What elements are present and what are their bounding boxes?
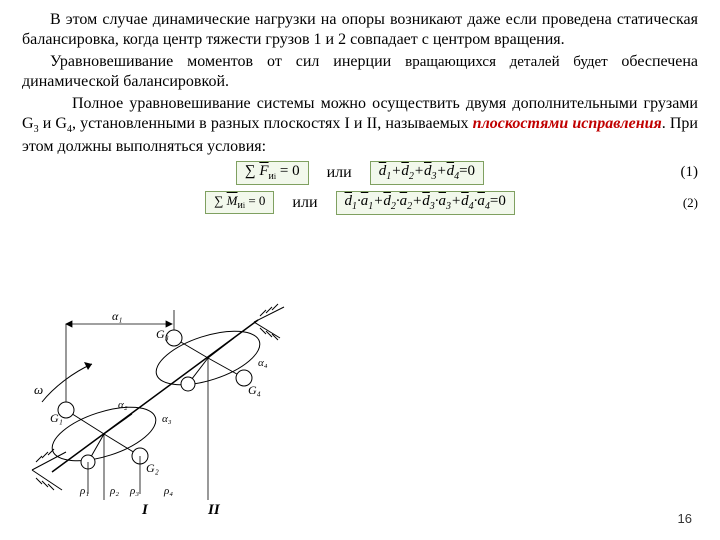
- a3-label: α₃: [162, 413, 172, 425]
- equation-number-1: (1): [681, 164, 699, 181]
- g2-label: G₂: [146, 461, 159, 475]
- a4-label: α₄: [258, 357, 268, 369]
- a2-label: α₂: [118, 399, 128, 411]
- equation-2-left: ∑ Mиi = 0: [205, 191, 274, 215]
- a1-label: α₁: [112, 309, 122, 323]
- plane-1-label: I: [141, 502, 149, 517]
- rho3-label: ρ₃: [129, 485, 139, 497]
- equation-number-2: (2): [683, 195, 698, 211]
- or-label-2: или: [292, 194, 317, 212]
- rho1-label: ρ₁: [79, 485, 89, 497]
- p3-part-c: , установленными в разных плоскостях I и…: [72, 115, 473, 132]
- rho4-label: ρ₄: [163, 485, 173, 497]
- equation-row-2: ∑ Mиi = 0 или d1·a1+d2·a2+d3·a3+d4·a4=0 …: [22, 191, 698, 215]
- paragraph-1: В этом случае динамические нагрузки на о…: [22, 10, 698, 50]
- g1-label: G₁: [50, 411, 63, 425]
- g3-label: G₃: [156, 327, 169, 341]
- equation-1-right: d1+d2+d3+d4=0: [370, 161, 484, 185]
- paragraph-2: Уравновешивание моментов от сил инерции …: [22, 52, 698, 92]
- p3-part-b: и G: [39, 115, 67, 132]
- g4-label: G₄: [248, 383, 261, 397]
- equation-row-1: ∑ Fиi = 0 или d1+d2+d3+d4=0 (1): [22, 161, 698, 185]
- plane-2-label: II: [207, 502, 221, 517]
- paragraph-3: Полное уравновешивание системы можно осу…: [22, 94, 698, 157]
- omega-label: ω: [34, 382, 43, 397]
- p2-part-b: вращающихся деталей будет: [405, 54, 621, 70]
- page-number: 16: [678, 511, 692, 526]
- or-label-1: или: [327, 164, 352, 182]
- equation-2-right: d1·a1+d2·a2+d3·a3+d4·a4=0: [336, 191, 515, 215]
- p2-part-a: Уравновешивание моментов от сил инерции: [50, 53, 405, 70]
- rho2-label: ρ₂: [109, 485, 119, 497]
- equation-1-left: ∑ Fиi = 0: [236, 161, 309, 185]
- mechanism-diagram: ω: [22, 302, 302, 522]
- correction-planes-term: плоскостями исправления: [473, 115, 662, 132]
